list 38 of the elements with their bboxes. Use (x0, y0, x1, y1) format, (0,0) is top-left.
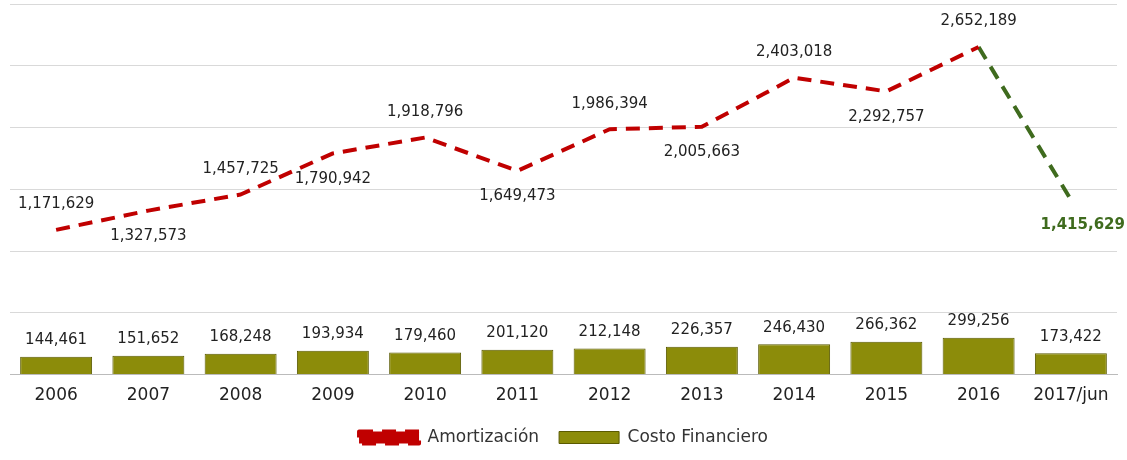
data-label: 179,460 (394, 325, 457, 344)
x-tick-label: 2010 (403, 384, 447, 405)
data-label: 212,148 (578, 321, 641, 340)
data-label: 1,649,473 (479, 186, 556, 205)
x-tick-label: 2016 (956, 384, 1001, 405)
data-label: 2,652,189 (940, 11, 1017, 30)
x-tick-label: 2009 (311, 384, 355, 405)
data-label: 1,986,394 (571, 93, 648, 112)
data-label: 1,327,573 (110, 225, 187, 244)
data-label: 2,403,018 (755, 42, 833, 61)
x-tick-label: 2015 (864, 384, 909, 405)
x-tick-label: 2013 (680, 384, 724, 405)
data-label: 266,362 (855, 315, 918, 334)
x-tick-label: 2011 (495, 384, 540, 405)
data-label: 1,790,942 (294, 168, 372, 187)
data-label: 2,292,757 (848, 106, 925, 125)
data-label: 299,256 (947, 311, 1010, 330)
data-label: 201,120 (486, 323, 549, 342)
x-tick-label: 2007 (126, 384, 171, 405)
data-label: 151,652 (117, 329, 180, 348)
x-tick-label: 2017/jun (1033, 384, 1109, 405)
data-label: 1,457,725 (202, 158, 279, 177)
x-tick-label: 2012 (587, 384, 632, 405)
x-tick-label: 2008 (218, 384, 263, 405)
data-label: 144,461 (25, 330, 88, 349)
data-label: 173,422 (1039, 326, 1102, 345)
data-label: 246,430 (763, 317, 826, 336)
data-label: 193,934 (301, 324, 364, 343)
legend-label: Costo Financiero (627, 425, 768, 446)
data-label: 226,357 (670, 320, 733, 339)
data-label: 2,005,663 (663, 142, 741, 161)
x-tick-label: 2006 (34, 384, 78, 405)
data-label: 168,248 (209, 327, 272, 346)
data-label: 1,171,629 (17, 194, 95, 213)
data-label: 1,415,629 (1040, 215, 1126, 234)
legend-label: Amortización (427, 425, 540, 446)
data-label: 1,918,796 (386, 101, 464, 120)
x-tick-label: 2014 (772, 384, 816, 405)
